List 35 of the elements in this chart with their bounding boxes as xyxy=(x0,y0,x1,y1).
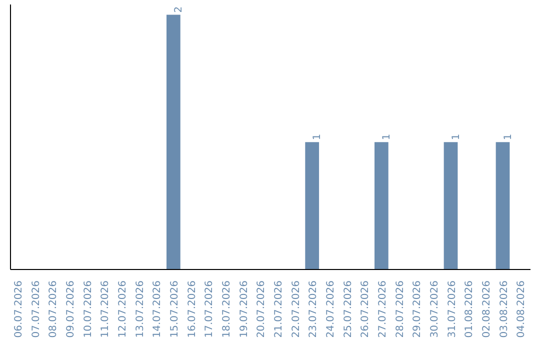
x-tick-label: 26.07.2026 xyxy=(360,280,372,338)
x-tick-label: 31.07.2026 xyxy=(446,280,458,338)
x-tick-label: 13.07.2026 xyxy=(134,280,146,338)
x-tick-label: 02.08.2026 xyxy=(481,280,492,338)
data-label: 1 xyxy=(450,134,462,140)
x-tick-label: 30.07.2026 xyxy=(429,280,440,338)
data-label: 1 xyxy=(381,134,392,140)
x-tick-label: 01.08.2026 xyxy=(464,280,476,338)
x-tick-label: 03.08.2026 xyxy=(498,280,510,338)
x-tick-label: 15.07.2026 xyxy=(169,280,180,338)
x-tick-label: 25.07.2026 xyxy=(342,280,354,338)
x-tick-label: 08.07.2026 xyxy=(48,280,60,338)
x-tick-label: 28.07.2026 xyxy=(394,280,406,338)
x-tick-label: 06.07.2026 xyxy=(13,280,24,338)
x-tick-label: 11.07.2026 xyxy=(100,280,112,338)
x-tick-label: 17.07.2026 xyxy=(204,280,216,338)
x-tick-label: 21.07.2026 xyxy=(273,280,284,338)
x-tick-label: 09.07.2026 xyxy=(65,280,76,338)
x-tick-label: 04.08.2026 xyxy=(516,280,528,338)
data-label: 1 xyxy=(502,134,514,140)
x-tick-label: 12.07.2026 xyxy=(117,280,128,338)
x-tick-label: 14.07.2026 xyxy=(152,280,164,338)
x-tick-label: 20.07.2026 xyxy=(256,280,268,338)
x-tick-label: 10.07.2026 xyxy=(82,280,94,338)
x-tick-label: 24.07.2026 xyxy=(325,280,336,338)
data-label: 1 xyxy=(312,134,324,140)
x-tick-label: 22.07.2026 xyxy=(290,280,302,338)
data-label: 2 xyxy=(173,6,184,13)
x-tick-label: 18.07.2026 xyxy=(221,280,232,338)
x-tick-label: 23.07.2026 xyxy=(308,280,320,338)
x-tick-label: 16.07.2026 xyxy=(186,280,198,338)
x-tick-label: 19.07.2026 xyxy=(238,280,250,338)
x-tick-label: 29.07.2026 xyxy=(412,280,424,338)
x-tick-label: 07.07.2026 xyxy=(30,280,42,338)
x-tick-label: 27.07.2026 xyxy=(377,280,388,338)
